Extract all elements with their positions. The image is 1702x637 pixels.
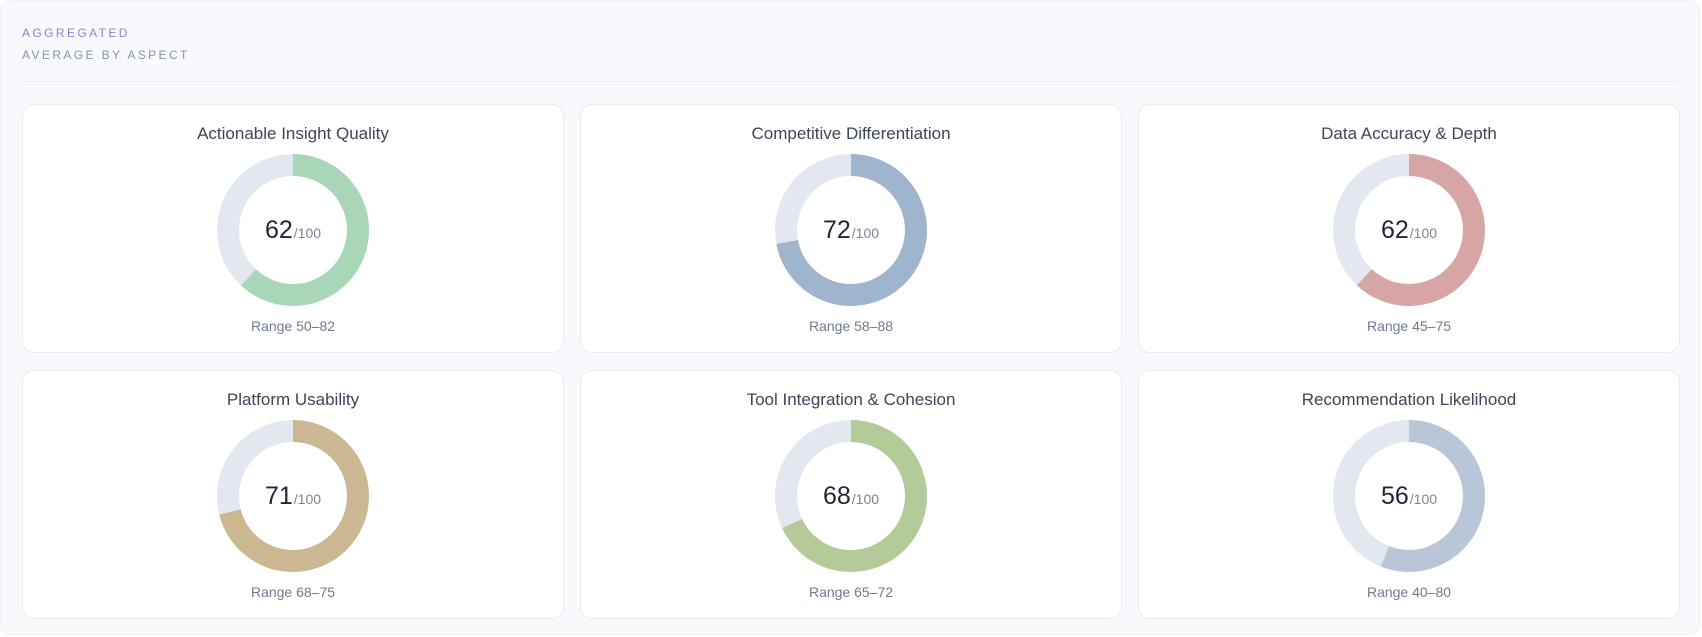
score-donut: 56 /100 bbox=[1333, 420, 1485, 572]
donut-arc bbox=[1333, 154, 1485, 306]
score-donut: 71 /100 bbox=[217, 420, 369, 572]
score-max: /100 bbox=[293, 225, 322, 241]
score-donut: 62 /100 bbox=[1333, 154, 1485, 306]
score-max: /100 bbox=[1409, 491, 1438, 507]
score-max: /100 bbox=[1409, 225, 1438, 241]
score-value: 62 bbox=[1380, 216, 1409, 244]
score-range: Range 40–80 bbox=[1366, 584, 1452, 600]
score-range: Range 68–75 bbox=[250, 584, 336, 600]
aspect-card: Tool Integration & Cohesion 68 /100 Rang… bbox=[580, 370, 1122, 619]
score-range: Range 50–82 bbox=[250, 318, 336, 334]
donut-arc bbox=[775, 154, 927, 306]
score-donut: 72 /100 bbox=[775, 154, 927, 306]
score-max: /100 bbox=[851, 225, 880, 241]
aspect-title: Recommendation Likelihood bbox=[1301, 390, 1517, 409]
score-value: 68 bbox=[822, 482, 851, 510]
aspect-title: Actionable Insight Quality bbox=[197, 124, 389, 143]
aspect-title: Tool Integration & Cohesion bbox=[746, 390, 956, 409]
aspect-title: Data Accuracy & Depth bbox=[1321, 124, 1497, 143]
donut-arc bbox=[1333, 420, 1485, 572]
aspect-card-grid: Actionable Insight Quality 62 /100 Range… bbox=[22, 104, 1680, 619]
score-range: Range 45–75 bbox=[1366, 318, 1452, 334]
score-max: /100 bbox=[851, 491, 880, 507]
aspect-card: Actionable Insight Quality 62 /100 Range… bbox=[22, 104, 564, 353]
panel-header: AGGREGATED AVERAGE BY ASPECT bbox=[22, 25, 190, 63]
score-value: 56 bbox=[1380, 482, 1409, 510]
donut-arc bbox=[217, 154, 369, 306]
score-max: /100 bbox=[293, 491, 322, 507]
score-value: 62 bbox=[264, 216, 293, 244]
aspect-card: Recommendation Likelihood 56 /100 Range … bbox=[1138, 370, 1680, 619]
score-range: Range 58–88 bbox=[808, 318, 894, 334]
score-donut: 68 /100 bbox=[775, 420, 927, 572]
aspect-title: Competitive Differentiation bbox=[751, 124, 951, 143]
section-subtitle: AVERAGE BY ASPECT bbox=[22, 48, 190, 62]
aspect-title: Platform Usability bbox=[226, 390, 360, 409]
header-divider bbox=[22, 81, 1678, 82]
donut-arc bbox=[775, 420, 927, 572]
score-value: 72 bbox=[822, 216, 851, 244]
score-range: Range 65–72 bbox=[808, 584, 894, 600]
score-donut: 62 /100 bbox=[217, 154, 369, 306]
aspect-card: Competitive Differentiation 72 /100 Rang… bbox=[580, 104, 1122, 353]
aspect-card: Data Accuracy & Depth 62 /100 Range 45–7… bbox=[1138, 104, 1680, 353]
donut-arc bbox=[217, 420, 369, 572]
aspect-card: Platform Usability 71 /100 Range 68–75 bbox=[22, 370, 564, 619]
score-value: 71 bbox=[264, 482, 293, 510]
section-eyebrow: AGGREGATED bbox=[22, 26, 130, 40]
